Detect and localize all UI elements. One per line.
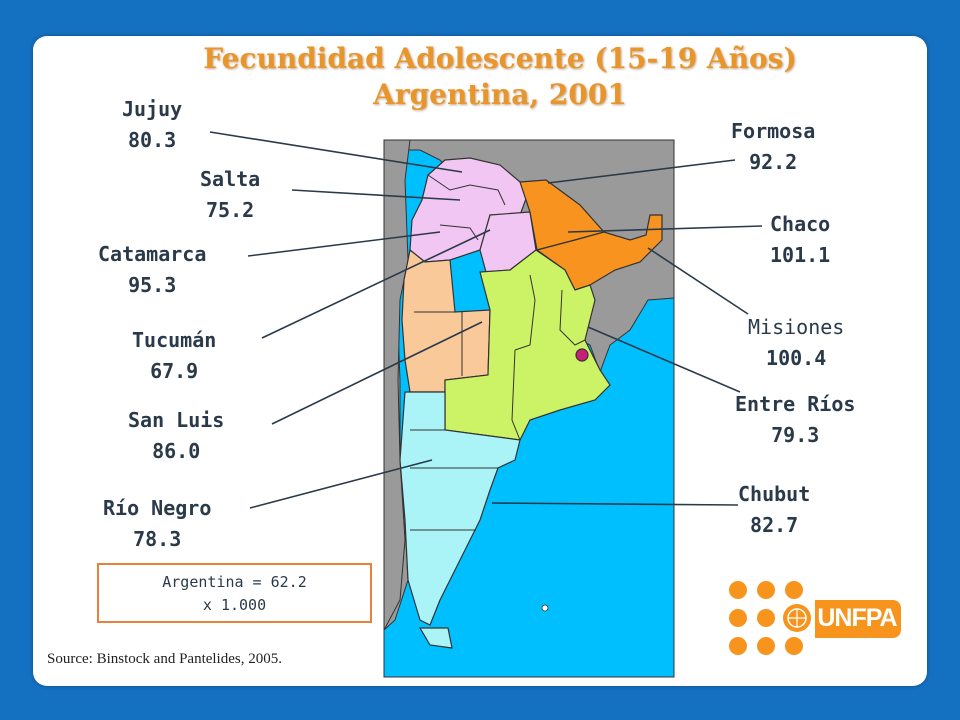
central-provinces <box>444 249 611 451</box>
unfpa-wordmark: UNFPA <box>817 604 897 632</box>
tierra-del-fuego <box>418 627 453 649</box>
label-formosa-name: Formosa <box>731 119 816 143</box>
label-rio-negro: Río Negro 78.3 <box>103 493 211 555</box>
label-rio-negro-value: 78.3 <box>133 527 182 551</box>
label-entre-rios-value: 79.3 <box>771 423 820 447</box>
source-citation: Source: Binstock and Pantelides, 2005. <box>47 651 282 667</box>
buenos-aires-city <box>575 348 589 362</box>
label-chubut: Chubut 82.7 <box>738 479 810 541</box>
patagonia-provinces <box>399 391 521 626</box>
slide-title-line1: Fecundidad Adolescente (15-19 Años) <box>203 42 797 75</box>
label-san-luis-value: 86.0 <box>152 439 201 463</box>
label-misiones-value: 100.4 <box>766 346 827 370</box>
label-chaco-name: Chaco <box>770 212 831 236</box>
label-formosa: Formosa 92.2 <box>731 116 815 178</box>
national-total-value: Argentina = 62.2 <box>162 573 307 591</box>
label-formosa-value: 92.2 <box>749 150 798 174</box>
label-tucuman: Tucumán 67.9 <box>132 325 216 387</box>
label-san-luis: San Luis 86.0 <box>128 405 224 467</box>
label-salta-name: Salta <box>200 167 261 191</box>
label-entre-rios: Entre Ríos 79.3 <box>735 389 855 451</box>
label-misiones: Misiones 100.4 <box>748 312 844 374</box>
label-catamarca: Catamarca 95.3 <box>98 239 206 301</box>
label-salta-value: 75.2 <box>206 198 255 222</box>
label-salta: Salta 75.2 <box>200 164 260 226</box>
chile <box>383 139 411 631</box>
label-jujuy-name: Jujuy <box>122 97 183 121</box>
label-chubut-value: 82.7 <box>750 513 799 537</box>
label-jujuy: Jujuy 80.3 <box>122 94 182 156</box>
slide-title-line2: Argentina, 2001 <box>373 78 627 111</box>
label-catamarca-value: 95.3 <box>128 273 177 297</box>
leader-lines <box>209 131 763 509</box>
label-entre-rios-name: Entre Ríos <box>735 392 856 416</box>
label-chubut-name: Chubut <box>738 482 811 506</box>
label-jujuy-value: 80.3 <box>128 128 177 152</box>
label-misiones-name: Misiones <box>748 315 845 339</box>
label-san-luis-name: San Luis <box>128 408 225 432</box>
national-total-unit: x 1.000 <box>202 595 267 614</box>
label-rio-negro-name: Río Negro <box>103 496 212 520</box>
national-total-box: Argentina = 62.2 x 1.000 <box>97 563 372 623</box>
label-tucuman-value: 67.9 <box>150 359 199 383</box>
label-chaco-value: 101.1 <box>770 243 831 267</box>
label-catamarca-name: Catamarca <box>98 242 207 266</box>
label-tucuman-name: Tucumán <box>132 328 217 352</box>
malvinas-islands <box>541 604 549 612</box>
label-chaco: Chaco 101.1 <box>770 209 830 271</box>
